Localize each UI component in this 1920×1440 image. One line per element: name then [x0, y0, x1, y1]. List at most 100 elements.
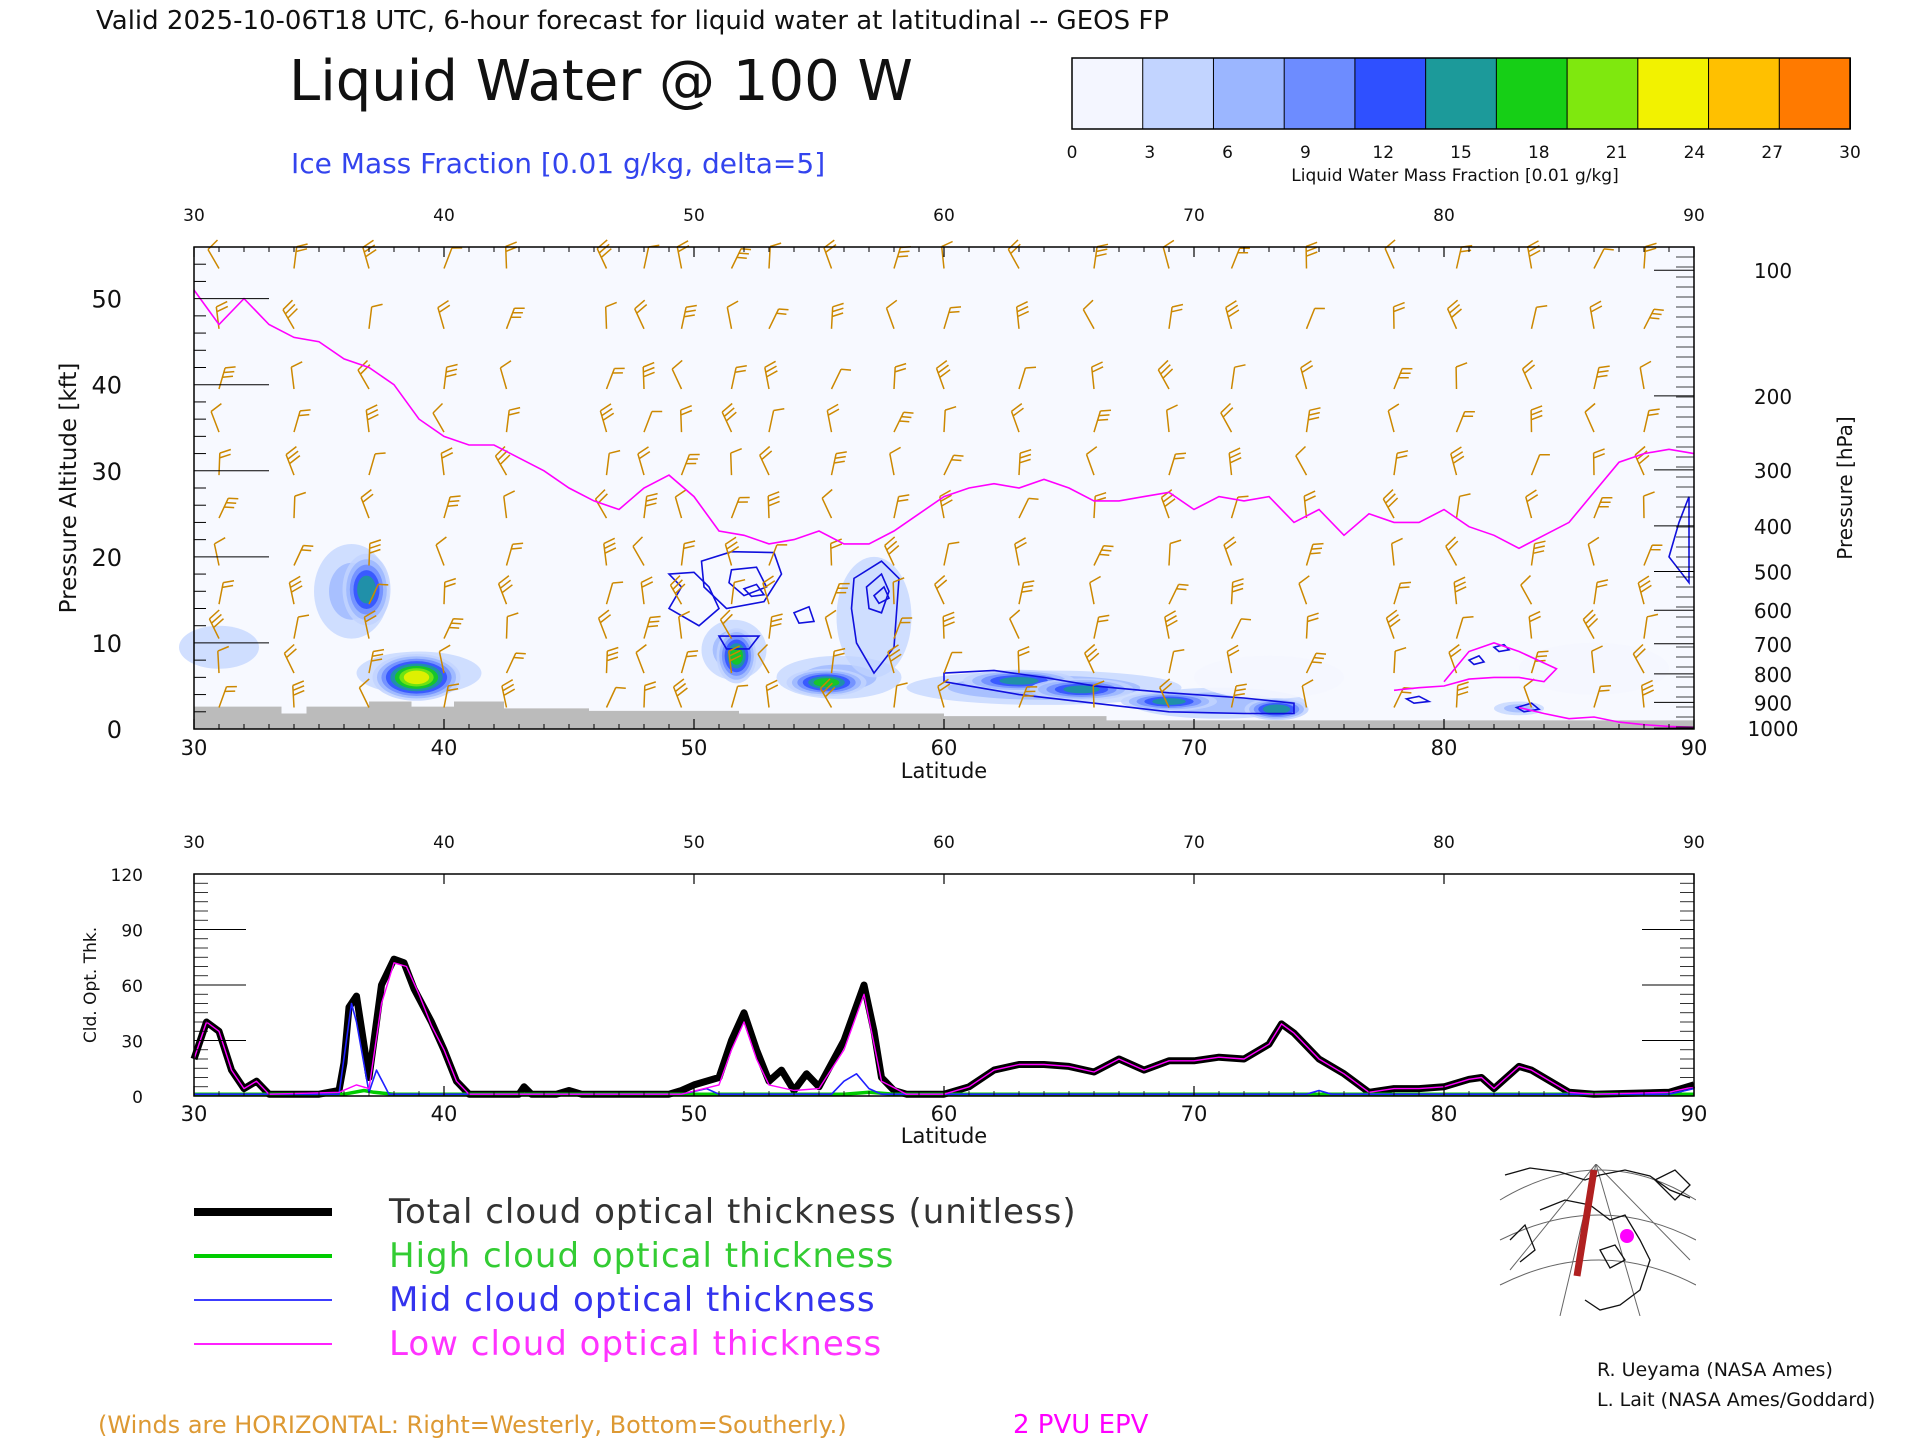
wind-barb — [1168, 649, 1185, 674]
wind-barb — [1448, 644, 1462, 674]
top-x-tick-label: 40 — [431, 736, 458, 760]
ice-contour — [1668, 496, 1690, 586]
colorbar-frame — [1071, 57, 1851, 130]
epv-label: 2 PVU EPV — [1013, 1410, 1149, 1440]
wind-barb — [1521, 359, 1536, 390]
optical-thickness-frame — [193, 873, 1695, 1097]
liquid-water-blob — [1152, 698, 1186, 705]
wind-barb — [826, 403, 840, 433]
colorbar-tick-label: 27 — [1761, 143, 1783, 163]
wind-barb — [210, 403, 222, 433]
top-x2-tick-label: 50 — [683, 206, 705, 226]
wind-barb — [671, 359, 683, 390]
colorbar-tick-label: 18 — [1528, 143, 1550, 163]
cross-section-track — [1573, 1169, 1598, 1277]
wind-barb — [1089, 575, 1101, 605]
wind-barb — [505, 652, 526, 674]
wind-barb — [1230, 247, 1250, 269]
optical-thickness-series-line — [193, 962, 1695, 1095]
ice-contour — [700, 550, 783, 610]
colorbar: 0 3 6 9 12 15 18 21 24 27 30 — [1067, 57, 1861, 163]
liquid-water-blob — [999, 676, 1039, 685]
wind-barb — [1160, 489, 1176, 519]
wind-barb — [1637, 575, 1652, 605]
wind-barb — [1593, 496, 1613, 519]
wind-barb — [830, 451, 847, 476]
wind-barb — [362, 239, 377, 269]
ice-contour — [728, 566, 768, 597]
wind-barb — [1165, 404, 1178, 433]
wind-barb — [1589, 300, 1603, 329]
wind-barb — [1159, 678, 1173, 708]
legend-label: High cloud optical thickness — [389, 1236, 894, 1276]
wind-barb — [768, 408, 785, 433]
wind-barb — [892, 577, 905, 605]
wind-barb — [643, 681, 657, 708]
wind-barb — [1298, 575, 1310, 605]
ice-contour — [872, 585, 891, 605]
wind-barb — [1525, 489, 1539, 519]
ice-contour — [742, 583, 766, 598]
wind-barb — [288, 575, 303, 605]
top-y-tick-label: 10 — [91, 630, 122, 658]
colorbar-swatch — [1142, 57, 1215, 130]
wind-barb — [597, 609, 612, 639]
wind-barb — [1157, 359, 1174, 390]
wind-barb — [1018, 497, 1039, 519]
wind-barb — [1530, 405, 1543, 433]
cross-section-axes: 3030404050506060707080809090010203040501… — [91, 206, 1798, 760]
wind-barb — [208, 609, 225, 639]
wind-barb — [218, 685, 237, 708]
wind-barb — [1220, 402, 1234, 433]
wind-barb — [1530, 453, 1550, 476]
colorbar-tick-label: 21 — [1606, 143, 1628, 163]
wind-barb — [1301, 679, 1314, 708]
wind-barb — [767, 491, 780, 519]
wind-barb — [1093, 614, 1110, 639]
ice-mass-blob — [836, 556, 912, 678]
top-x-tick-label: 80 — [1431, 736, 1458, 760]
wind-barb — [1225, 300, 1240, 329]
wind-barb — [1305, 407, 1321, 433]
wind-barb — [1455, 681, 1469, 708]
wind-barb — [1634, 445, 1650, 476]
wind-barb — [1305, 542, 1324, 566]
wind-barb — [829, 538, 843, 566]
ice-contours — [667, 496, 1690, 715]
wind-barb — [1230, 364, 1246, 390]
wind-barb — [1385, 609, 1401, 639]
wind-barb — [437, 299, 451, 330]
colorbar-tick-label: 24 — [1684, 143, 1706, 163]
wind-barb — [440, 447, 454, 476]
wind-barb — [1092, 680, 1105, 708]
colorbar-label: Liquid Water Mass Fraction [0.01 g/kg] — [1291, 166, 1618, 186]
top-y-axis-label: Pressure Altitude [kft] — [56, 363, 82, 614]
wind-barb — [830, 302, 844, 329]
wind-barb — [1085, 446, 1098, 476]
wind-barb — [1390, 537, 1403, 566]
wind-barb — [935, 359, 951, 390]
wind-barb — [1305, 652, 1327, 674]
wind-barb — [1643, 408, 1660, 433]
wind-barb — [1164, 610, 1178, 639]
wind-barb — [213, 537, 226, 566]
wind-barb — [282, 299, 298, 330]
colorbar-swatch — [1354, 57, 1427, 130]
wind-barb — [1455, 362, 1468, 390]
bottom-x2-tick-label: 90 — [1683, 833, 1705, 853]
wind-barb — [672, 678, 688, 708]
bottom-x2-tick-label: 80 — [1433, 833, 1455, 853]
wind-barb — [365, 404, 379, 433]
pressure-tick-label: 100 — [1754, 259, 1792, 283]
wind-barb — [643, 615, 661, 639]
colorbar-swatch — [1425, 57, 1498, 130]
colorbar-swatch — [1212, 57, 1286, 130]
wind-barb — [499, 360, 512, 390]
liquid-water-blob — [1262, 704, 1291, 714]
pressure-tick-label: 700 — [1754, 633, 1792, 657]
wind-barb — [679, 405, 693, 433]
top-x-tick-label: 90 — [1681, 736, 1708, 760]
bottom-y-tick-label: 0 — [132, 1088, 143, 1108]
wind-barb — [1587, 536, 1600, 566]
